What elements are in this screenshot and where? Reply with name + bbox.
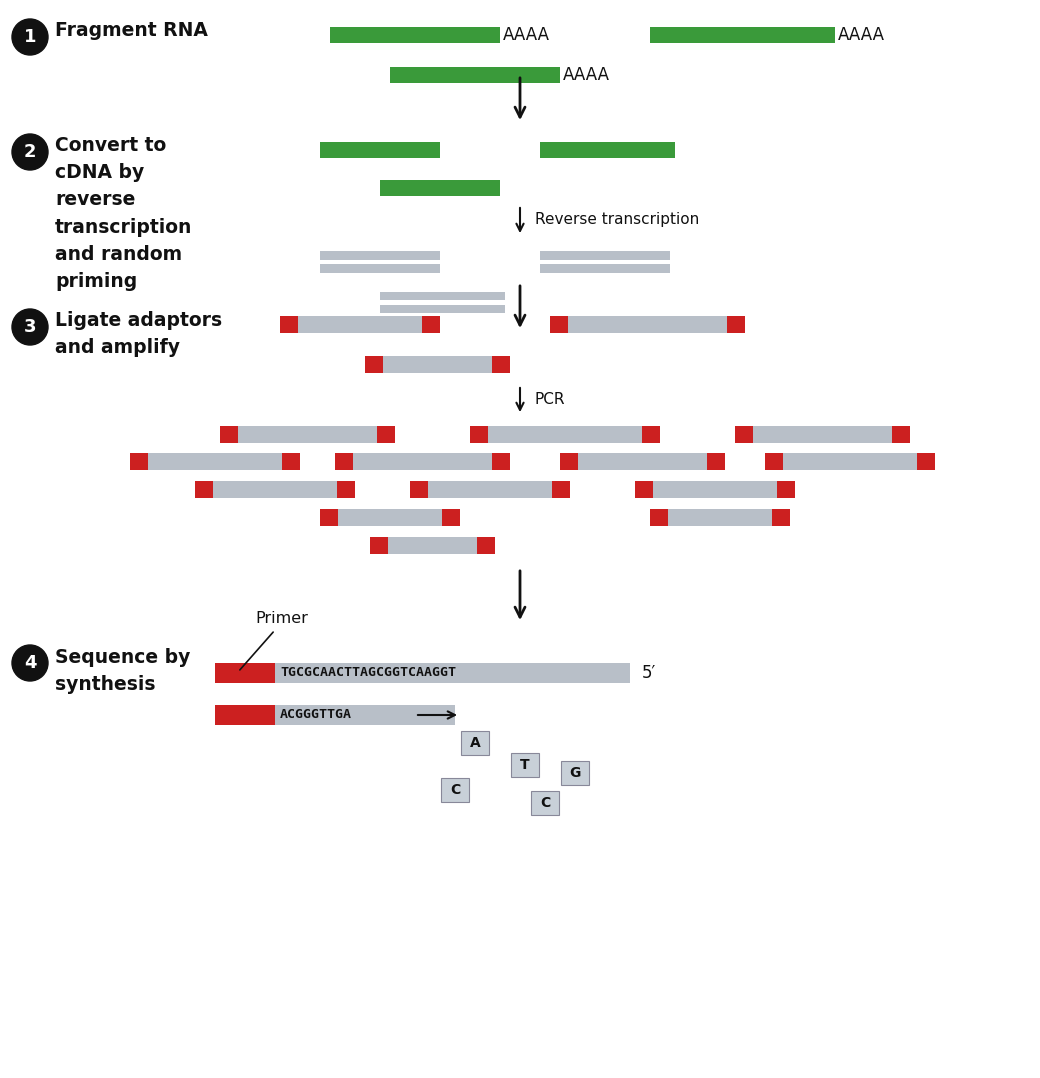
Bar: [531, 791, 560, 815]
Bar: [650, 509, 790, 526]
Bar: [130, 453, 148, 470]
Bar: [511, 754, 539, 777]
Text: C: C: [450, 783, 460, 797]
Text: A: A: [470, 736, 480, 750]
Bar: [642, 426, 660, 443]
Bar: [330, 27, 500, 43]
Bar: [410, 481, 428, 498]
Circle shape: [12, 19, 48, 55]
Text: C: C: [540, 796, 550, 810]
Bar: [220, 426, 238, 443]
Bar: [650, 509, 668, 526]
Bar: [735, 426, 910, 443]
Bar: [735, 426, 753, 443]
Bar: [220, 426, 395, 443]
Bar: [215, 705, 275, 725]
Text: 2: 2: [24, 143, 36, 161]
Text: 5′: 5′: [642, 664, 656, 682]
Bar: [320, 251, 440, 260]
Text: Ligate adaptors
and amplify: Ligate adaptors and amplify: [55, 310, 223, 357]
Bar: [422, 316, 440, 333]
Bar: [280, 316, 440, 333]
Bar: [390, 67, 560, 83]
Bar: [550, 316, 568, 333]
Bar: [410, 481, 570, 498]
Bar: [335, 453, 353, 470]
Text: 3: 3: [24, 318, 36, 336]
Text: T: T: [520, 758, 529, 772]
Bar: [492, 356, 510, 373]
Bar: [552, 481, 570, 498]
Bar: [380, 291, 505, 300]
Bar: [550, 316, 745, 333]
Bar: [365, 356, 383, 373]
Bar: [194, 481, 213, 498]
Bar: [370, 537, 495, 554]
Bar: [561, 761, 589, 785]
Bar: [477, 537, 495, 554]
Text: ACGGGTTGA: ACGGGTTGA: [280, 708, 352, 721]
Bar: [215, 663, 275, 683]
Bar: [772, 509, 790, 526]
Circle shape: [12, 309, 48, 345]
Bar: [441, 778, 469, 802]
Bar: [765, 453, 783, 470]
Bar: [280, 316, 298, 333]
Text: Primer: Primer: [255, 611, 308, 626]
Bar: [442, 509, 460, 526]
Bar: [540, 142, 675, 158]
Text: AAAA: AAAA: [838, 26, 885, 44]
Bar: [765, 453, 935, 470]
Bar: [380, 304, 505, 313]
Bar: [320, 509, 460, 526]
Text: 1: 1: [24, 28, 36, 46]
Bar: [560, 453, 578, 470]
Bar: [380, 180, 500, 196]
Bar: [650, 27, 835, 43]
Bar: [540, 251, 670, 260]
Bar: [777, 481, 795, 498]
Bar: [560, 453, 725, 470]
Bar: [320, 509, 338, 526]
Bar: [492, 453, 510, 470]
Bar: [470, 426, 488, 443]
Bar: [892, 426, 910, 443]
Text: 4: 4: [24, 654, 36, 672]
Bar: [635, 481, 653, 498]
Text: PCR: PCR: [535, 392, 566, 407]
Bar: [727, 316, 745, 333]
Bar: [320, 142, 440, 158]
Bar: [275, 705, 454, 725]
Text: Fragment RNA: Fragment RNA: [55, 20, 208, 40]
Text: Sequence by
synthesis: Sequence by synthesis: [55, 648, 190, 694]
Bar: [707, 453, 725, 470]
Text: G: G: [569, 766, 580, 780]
Bar: [337, 481, 355, 498]
Text: TGCGCAACTTAGCGGTCAAGGT: TGCGCAACTTAGCGGTCAAGGT: [280, 666, 456, 679]
Bar: [470, 426, 660, 443]
Text: AAAA: AAAA: [563, 66, 610, 84]
Bar: [130, 453, 300, 470]
Circle shape: [12, 645, 48, 681]
Bar: [370, 537, 388, 554]
Bar: [320, 264, 440, 273]
Bar: [540, 264, 670, 273]
Text: Reverse transcription: Reverse transcription: [535, 212, 699, 227]
Bar: [335, 453, 510, 470]
Bar: [635, 481, 795, 498]
Circle shape: [12, 134, 48, 170]
Bar: [376, 426, 395, 443]
Text: AAAA: AAAA: [503, 26, 550, 44]
Text: Convert to
cDNA by
reverse
transcription
and random
priming: Convert to cDNA by reverse transcription…: [55, 136, 192, 291]
Bar: [275, 663, 630, 683]
Bar: [917, 453, 935, 470]
Bar: [282, 453, 300, 470]
Bar: [365, 356, 510, 373]
Bar: [194, 481, 355, 498]
Bar: [461, 731, 489, 755]
